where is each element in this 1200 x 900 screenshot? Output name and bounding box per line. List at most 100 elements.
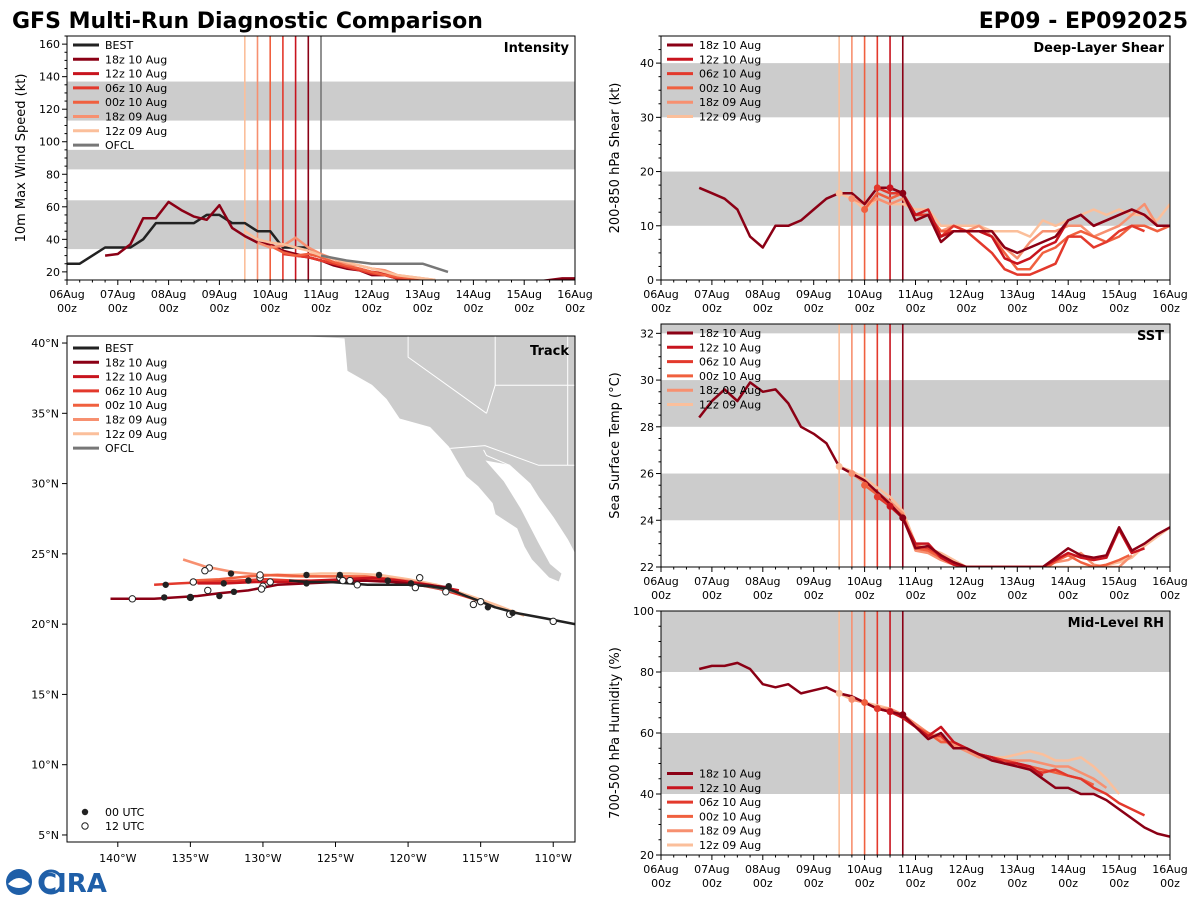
shear-xtick-label: 16Aug	[1152, 288, 1187, 301]
rh-panel: 2040608010006Aug00z07Aug00z08Aug00z09Aug…	[608, 605, 1188, 890]
sst-ytick-label: 24	[640, 514, 654, 527]
track-marker-12utc	[415, 574, 424, 582]
sst-ytick-label: 30	[640, 374, 654, 387]
shear-legend-label: 00z 10 Aug	[699, 82, 761, 95]
sst-plot-area	[698, 324, 1170, 567]
sst-xtick-sublabel: 00z	[702, 589, 722, 602]
shear-series-18z-09-aug	[851, 197, 1170, 260]
track-legend-label: 12z 10 Aug	[105, 371, 167, 384]
shear-xtick-label: 14Aug	[1050, 288, 1085, 301]
sst-xtick-sublabel: 00z	[1160, 589, 1180, 602]
shear-xtick-sublabel: 00z	[957, 302, 977, 315]
rh-xtick-label: 16Aug	[1152, 863, 1187, 876]
rh-xtick-sublabel: 00z	[906, 877, 926, 890]
intensity-ytick-label: 100	[39, 136, 60, 149]
intensity-ytick-label: 80	[46, 168, 60, 181]
rh-xtick-sublabel: 00z	[753, 877, 773, 890]
track-ytick-label: 15°N	[31, 688, 59, 701]
track-marker-12utc	[257, 585, 266, 593]
rh-legend-label: 12z 10 Aug	[699, 782, 761, 795]
rh-init-point	[899, 711, 907, 719]
track-legend-label: OFCL	[105, 442, 135, 455]
shear-series-18z-10-aug	[698, 186, 1170, 255]
track-marker-00utc	[162, 581, 169, 588]
intensity-legend-label: 06z 10 Aug	[105, 82, 167, 95]
intensity-panel: 2040608010012014016006Aug00z07Aug00z08Au…	[14, 35, 593, 315]
intensity-xtick-sublabel: 00z	[464, 302, 484, 315]
rh-band	[661, 611, 1170, 672]
track-ytick-label: 20°N	[31, 618, 59, 631]
shear-ylabel: 200-850 hPa Shear (kt)	[608, 83, 623, 234]
sst-init-point	[899, 514, 907, 522]
land-mass	[291, 336, 575, 583]
shear-series-06z-10-aug	[876, 186, 1145, 276]
intensity-legend-label: 18z 10 Aug	[105, 53, 167, 66]
track-legend-label: 18z 09 Aug	[105, 414, 167, 427]
intensity-legend-label: BEST	[105, 39, 133, 52]
track-marker-00utc	[230, 588, 238, 596]
track-marker-00utc	[227, 570, 235, 577]
track-marker-12utc	[189, 578, 197, 586]
shear-xtick-sublabel: 00z	[702, 302, 722, 315]
sst-xtick-sublabel: 00z	[804, 589, 824, 602]
sst-xtick-sublabel: 00z	[1058, 589, 1078, 602]
sst-init-point	[848, 470, 856, 478]
shear-legend-label: 18z 09 Aug	[699, 96, 761, 109]
intensity-legend-label: 00z 10 Aug	[105, 96, 167, 109]
rh-legend-label: 12z 09 Aug	[699, 839, 761, 852]
track-marker-00utc	[303, 571, 310, 579]
intensity-xtick-label: 14Aug	[456, 288, 491, 301]
shear-legend-label: 12z 09 Aug	[699, 111, 761, 124]
intensity-ytick-label: 140	[39, 71, 60, 84]
track-xtick-label: 130°W	[244, 852, 281, 865]
sst-legend-label: 18z 09 Aug	[699, 384, 761, 397]
intensity-xtick-sublabel: 00z	[57, 302, 77, 315]
track-marker-00utc	[303, 580, 310, 587]
intensity-xtick-label: 07Aug	[100, 288, 135, 301]
shear-xtick-sublabel: 00z	[906, 302, 926, 315]
shear-legend-label: 06z 10 Aug	[699, 68, 761, 81]
track-marker-00utc	[245, 577, 252, 584]
rh-ytick-label: 100	[633, 605, 654, 618]
state-border	[495, 329, 539, 336]
track-marker-00utc	[187, 594, 194, 601]
shear-init-point	[899, 189, 907, 197]
shear-ytick-label: 20	[640, 166, 654, 179]
intensity-xtick-sublabel: 00z	[159, 302, 179, 315]
sst-legend-label: 00z 10 Aug	[699, 370, 761, 383]
sst-xtick-label: 15Aug	[1101, 575, 1136, 588]
rh-xtick-label: 15Aug	[1101, 863, 1136, 876]
rh-ytick-label: 80	[640, 666, 654, 679]
intensity-ytick-label: 120	[39, 103, 60, 116]
track-legend-12utc-label: 12 UTC	[105, 820, 145, 833]
shear-xtick-sublabel: 00z	[1007, 302, 1027, 315]
track-marker-12utc	[469, 600, 478, 609]
shear-xtick-sublabel: 00z	[1058, 302, 1078, 315]
shear-ytick-label: 30	[640, 111, 654, 124]
track-marker-00utc	[220, 580, 227, 587]
rh-xtick-label: 11Aug	[898, 863, 933, 876]
sst-xtick-sublabel: 00z	[957, 589, 977, 602]
sst-legend-label: 12z 09 Aug	[699, 399, 761, 412]
rh-xtick-sublabel: 00z	[1007, 877, 1027, 890]
track-marker-12utc	[346, 576, 354, 585]
rh-init-point	[835, 689, 843, 697]
sst-xtick-sublabel: 00z	[753, 589, 773, 602]
rh-ytick-label: 40	[640, 788, 654, 801]
shear-title: Deep-Layer Shear	[1033, 41, 1164, 56]
intensity-xtick-sublabel: 00z	[260, 302, 280, 315]
intensity-xtick-label: 12Aug	[354, 288, 389, 301]
intensity-series-06z-10-aug	[282, 252, 433, 280]
shear-xtick-label: 07Aug	[694, 288, 729, 301]
sst-band	[661, 324, 1170, 334]
shear-band	[661, 63, 1170, 118]
rh-series-18z-10-aug	[698, 661, 1170, 838]
shear-xtick-sublabel: 00z	[855, 302, 875, 315]
track-marker-12utc	[476, 597, 485, 606]
rh-series-18z-09-aug	[851, 698, 1108, 789]
track-legend-00utc-label: 00 UTC	[105, 806, 145, 819]
track-marker-00utc	[161, 594, 168, 601]
sst-init-point	[886, 502, 894, 510]
sst-series-12z-09-aug	[838, 465, 1170, 567]
